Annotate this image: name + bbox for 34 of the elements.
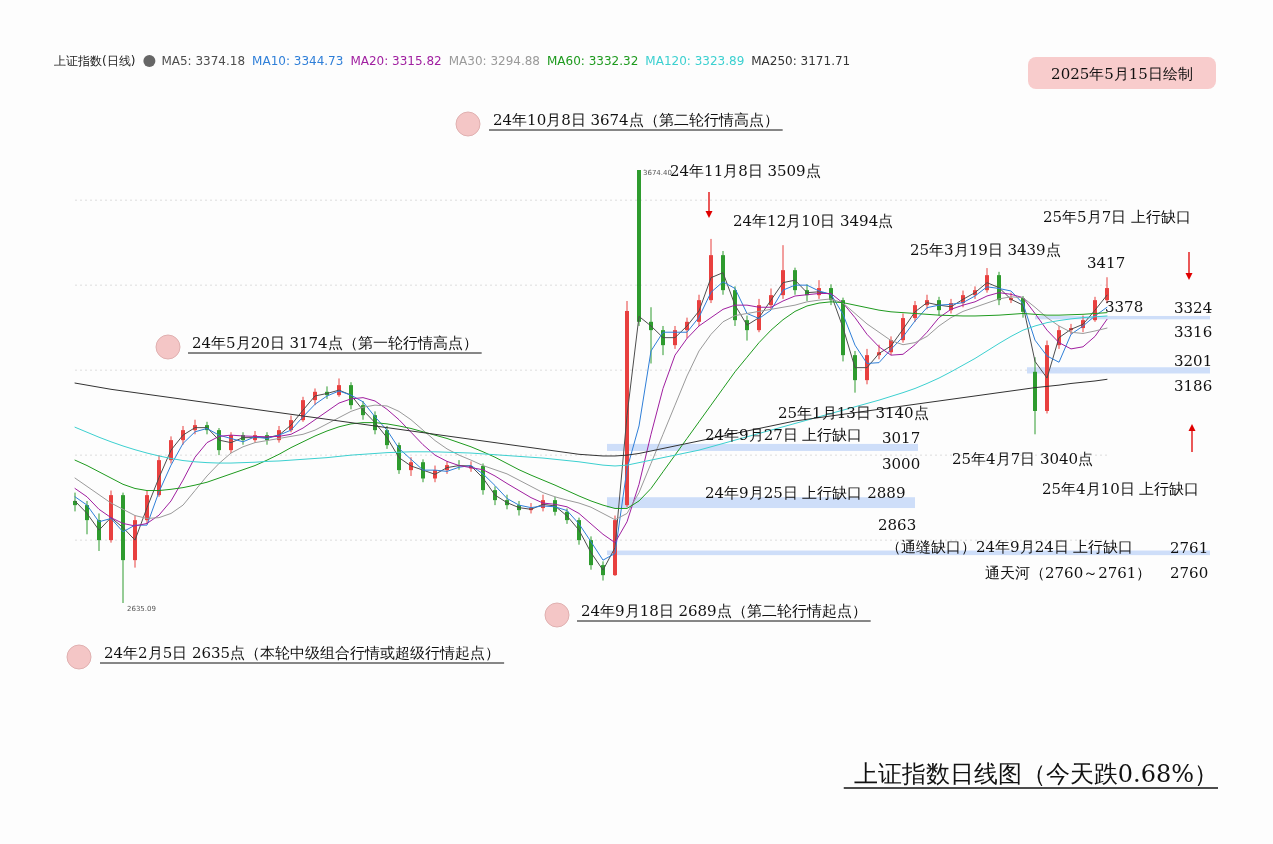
text: MA10: 3344.73: [252, 54, 344, 68]
annotation: 3378: [1105, 298, 1144, 316]
text: MA250: 3171.71: [751, 54, 851, 68]
annotation: 3417: [1087, 254, 1126, 272]
text: 3316: [1174, 323, 1213, 341]
annotation: 24年12月10日 3494点: [733, 212, 894, 230]
annotation: 24年9月25日 上行缺口 2889: [705, 484, 906, 502]
text: MA30: 3294.88: [448, 54, 540, 68]
annotation: 通天河（2760～2761）: [985, 564, 1152, 582]
annotation: 3017: [882, 429, 921, 447]
text: 3324: [1174, 299, 1213, 317]
text: MA60: 3332.32: [547, 54, 639, 68]
annotation: （通缝缺口）24年9月24日 上行缺口: [886, 538, 1134, 556]
annotation: 24年5月20日 3174点（第一轮行情高点）: [192, 334, 478, 352]
annotation: 24年11月8日 3509点: [670, 162, 821, 180]
text: 2760: [1170, 564, 1209, 582]
text: 24年10月8日 3674点（第二轮行情高点）: [493, 111, 779, 129]
text: 3201: [1174, 352, 1213, 370]
text: 24年2月5日 2635点（本轮中级组合行情或超级行情起点）: [104, 644, 501, 662]
annotation: 25年3月19日 3439点: [910, 241, 1061, 259]
text: 上证指数日线图（今天跌0.68%）: [853, 760, 1218, 788]
text: MA120: 3323.89: [645, 54, 745, 68]
annotation: 3000: [882, 455, 921, 473]
legend-title: 上证指数(日线): [54, 54, 136, 68]
text: MA5: 3374.18: [161, 54, 246, 68]
annotation: 25年5月7日 上行缺口: [1043, 208, 1191, 226]
text: 3186: [1174, 377, 1213, 395]
annotation: 25年4月10日 上行缺口: [1042, 480, 1200, 498]
annotation: 25年4月7日 3040点: [952, 450, 1094, 468]
annotation: 24年9月18日 2689点（第二轮行情起点）: [581, 602, 867, 620]
text: 2025年5月15日绘制: [1051, 65, 1193, 83]
text: 2761: [1170, 539, 1209, 557]
annotation: 2863: [878, 516, 917, 534]
text: MA20: 3315.82: [350, 54, 442, 68]
